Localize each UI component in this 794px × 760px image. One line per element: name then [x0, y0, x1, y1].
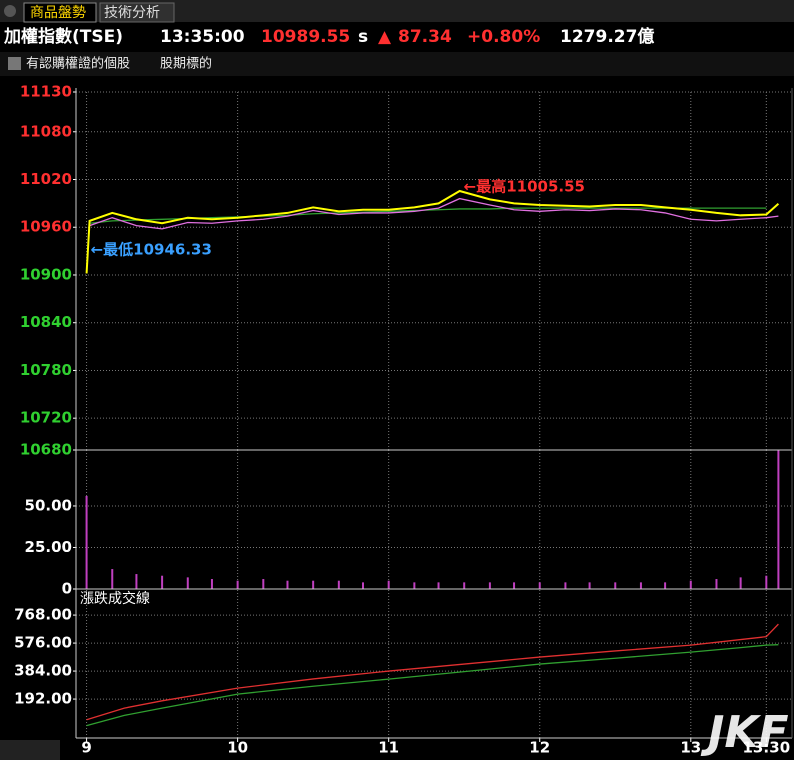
x-tick-label: 13: [680, 739, 701, 757]
bar: [286, 580, 289, 589]
plot-area: 9 10 11 12 13 13:30 11130 11080 11020 10960 10900 1…: [14, 83, 793, 757]
checkbox[interactable]: [8, 57, 21, 70]
tab[interactable]: [99, 2, 175, 23]
bar: [85, 496, 88, 589]
y-tick-label: 11080: [20, 122, 72, 140]
bar: [463, 582, 466, 589]
bar: [161, 575, 164, 589]
bar: [437, 582, 440, 589]
bar: [513, 582, 516, 589]
bar: [639, 582, 642, 589]
bar: [387, 580, 390, 589]
amount: 1279.27億: [560, 26, 654, 47]
bar: [111, 569, 114, 589]
bar: [186, 577, 189, 589]
change: 87.34: [398, 27, 452, 47]
y-tick-label: 10680: [20, 441, 72, 459]
x-tick-label: 11: [378, 739, 399, 757]
flag: s: [358, 27, 368, 47]
y-tick-label: 10720: [20, 409, 72, 427]
status-icons[interactable]: [0, 740, 60, 760]
x-tick-label: 9: [81, 739, 91, 757]
line: [86, 644, 779, 727]
bar: [564, 582, 567, 589]
y-tick-label: 10840: [20, 313, 72, 331]
y-tick-label: 10780: [20, 361, 72, 379]
x-tick-label: 12: [529, 739, 550, 757]
y-tick-label: 11130: [20, 83, 72, 101]
bar: [262, 579, 265, 589]
menu-button[interactable]: [4, 5, 16, 17]
change-arrow: ▲: [378, 27, 392, 47]
y-tick-label: 192.00: [14, 690, 72, 708]
line: [89, 197, 779, 230]
annotation: ←最低10946.33: [91, 241, 212, 259]
bar: [362, 582, 365, 589]
bar: [614, 582, 617, 589]
line: [86, 623, 779, 721]
y-tick-label: 11020: [20, 170, 72, 188]
bar: [312, 580, 315, 589]
option-bar: [0, 52, 794, 76]
annotation: ←最高11005.55: [464, 178, 585, 196]
price: 10989.55: [261, 27, 350, 47]
option-label: 股期標的: [160, 56, 212, 72]
y-tick-label: 768.00: [14, 606, 72, 624]
option-label: 有認購權證的個股: [26, 56, 130, 72]
bar: [689, 580, 692, 589]
y-tick-label: 0: [62, 580, 72, 598]
line: [89, 207, 767, 224]
tab-label[interactable]: 技術分析: [104, 5, 160, 21]
x-tick-label: 10: [227, 739, 248, 757]
index-title: 加權指數(TSE): [3, 26, 123, 47]
change-percent: +0.80%: [467, 27, 540, 47]
y-tick-label: 50.00: [25, 496, 72, 514]
panel-title: 漲跌成交線: [80, 590, 150, 607]
bar: [337, 580, 340, 589]
y-tick-label: 384.00: [14, 662, 72, 680]
time: 13:35:00: [160, 27, 245, 47]
bar: [413, 582, 416, 589]
bar: [236, 580, 239, 589]
tab-label[interactable]: 商品盤勢: [30, 5, 86, 21]
bar: [588, 582, 591, 589]
bar: [488, 582, 491, 589]
bar: [765, 575, 768, 589]
bar: [664, 582, 667, 589]
line: [85, 189, 780, 274]
y-tick-label: 25.00: [25, 538, 72, 556]
watermark: JKF: [700, 707, 789, 758]
y-tick-label: 10900: [20, 265, 72, 283]
tab-bar: [0, 0, 794, 22]
bar: [135, 574, 138, 589]
bar: [538, 582, 541, 589]
bar: [715, 579, 718, 589]
bar: [739, 577, 742, 589]
bar: [777, 449, 780, 589]
tab[interactable]: [23, 2, 97, 23]
bar: [210, 579, 213, 589]
y-tick-label: 10960: [20, 218, 72, 236]
y-tick-label: 576.00: [14, 634, 72, 652]
x-tick-label: 13:30: [742, 739, 790, 757]
